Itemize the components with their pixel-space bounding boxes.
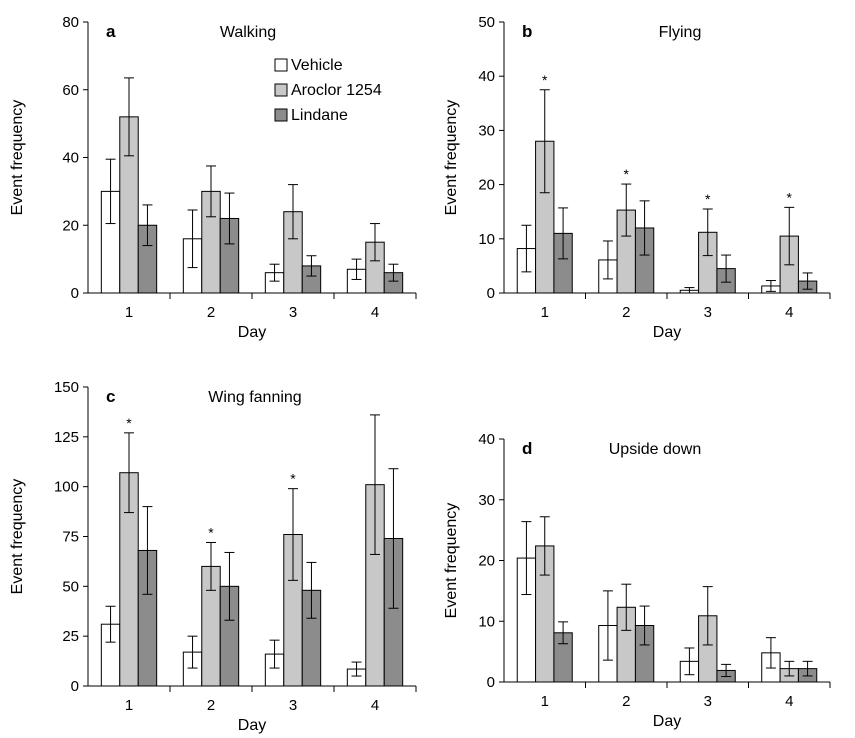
panel-title: Flying [659,24,702,41]
panel-title: Wing fanning [208,389,301,406]
y-tick-label: 75 [62,529,79,546]
x-axis-title: Day [653,324,681,341]
panel-letter: a [106,22,116,41]
panel-b: 0 10 20 30 40 50 * 1 * 2 * 3 * 4 Day Event frequency b Fl… [443,14,831,341]
x-tick-label: 1 [541,693,549,710]
y-tick-label: 40 [62,150,79,167]
legend-swatch [274,108,288,122]
panel-letter: b [522,22,532,41]
x-axis-title: Day [238,324,266,341]
y-tick-label: 80 [62,14,79,31]
x-tick-label: 2 [207,697,215,714]
y-tick-label: 125 [54,429,79,446]
y-tick-label: 10 [478,231,495,248]
y-tick-label: 40 [478,68,495,85]
x-tick-label: 4 [371,697,379,714]
y-tick-label: 0 [487,285,495,302]
panel-d: 0 10 20 30 40 1 2 3 4 Day Event frequency d Upside d… [443,431,831,730]
legend-swatch [274,58,288,72]
y-tick-label: 30 [478,122,495,139]
legend-swatch [274,83,288,97]
legend-label: Aroclor 1254 [291,82,382,99]
y-tick-label: 0 [71,285,79,302]
significance-mark: * [542,72,548,88]
y-tick-label: 150 [54,379,79,396]
panel-c: 0 25 50 75 100 125 150 * 1 * 2 * 3 4 Day Event frequenc… [9,379,417,734]
panel-letter: d [522,439,532,458]
y-tick-label: 0 [71,678,79,695]
significance-mark: * [705,191,711,207]
y-tick-label: 25 [62,628,79,645]
y-tick-label: 100 [54,479,79,496]
y-tick-label: 20 [478,553,495,570]
significance-mark: * [208,524,214,540]
panel-a: 0 20 40 60 80 1 2 3 4 Day Event frequency a Walking [9,14,417,341]
x-tick-label: 3 [704,693,712,710]
y-tick-label: 30 [478,492,495,509]
legend-label: Lindane [291,107,348,124]
y-axis-title: Event frequency [443,503,460,619]
x-tick-label: 3 [704,304,712,321]
y-tick-label: 50 [62,578,79,595]
y-tick-label: 0 [487,674,495,691]
y-tick-label: 20 [62,217,79,234]
significance-mark: * [290,471,296,487]
legend-label: Vehicle [291,57,343,74]
y-tick-label: 20 [478,177,495,194]
x-tick-label: 4 [785,693,793,710]
significance-mark: * [787,189,793,205]
x-axis-title: Day [238,717,266,734]
x-tick-label: 2 [622,304,630,321]
x-tick-label: 2 [207,304,215,321]
x-tick-label: 2 [622,693,630,710]
panel-title: Upside down [609,441,702,458]
x-tick-label: 1 [125,304,133,321]
significance-mark: * [126,415,132,431]
x-tick-label: 3 [289,697,297,714]
legend: Vehicle Aroclor 1254 Lindane [274,57,382,124]
significance-mark: * [624,166,630,182]
x-axis-title: Day [653,713,681,730]
panel-letter: c [106,387,115,406]
y-axis-title: Event frequency [9,479,26,595]
x-tick-label: 1 [125,697,133,714]
y-axis-title: Event frequency [9,100,26,216]
y-tick-label: 50 [478,14,495,31]
x-tick-label: 1 [541,304,549,321]
y-axis-title: Event frequency [443,100,460,216]
y-tick-label: 10 [478,613,495,630]
x-tick-label: 4 [785,304,793,321]
x-tick-label: 3 [289,304,297,321]
y-tick-label: 60 [62,82,79,99]
x-tick-label: 4 [371,304,379,321]
y-tick-label: 40 [478,431,495,448]
panel-title: Walking [220,24,276,41]
